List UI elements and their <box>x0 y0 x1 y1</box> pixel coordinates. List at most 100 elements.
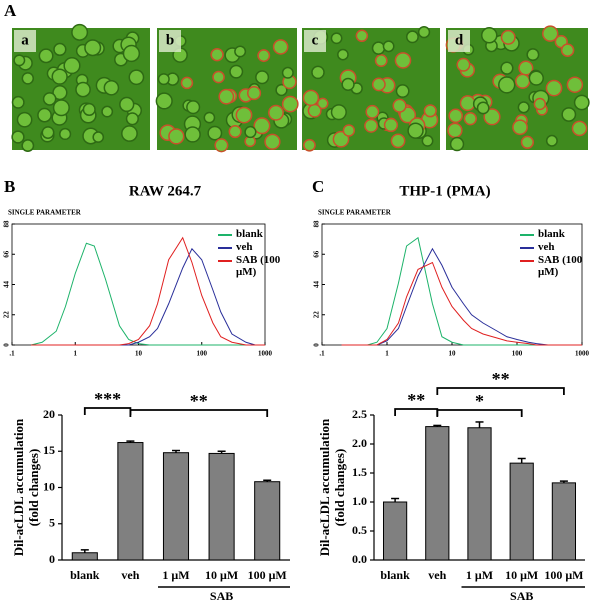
cell <box>545 134 558 147</box>
cell <box>11 130 25 144</box>
y-tick-label: 0 <box>49 552 55 566</box>
x-tick-label: 100 μM <box>544 568 583 582</box>
cell <box>337 48 349 61</box>
image-label-bg <box>448 30 470 52</box>
cell <box>303 138 316 152</box>
significance-label: ** <box>407 390 425 410</box>
cell <box>157 73 170 86</box>
legend-label: blank <box>538 228 565 240</box>
bar <box>509 462 534 561</box>
y-tick-label: 44 <box>313 281 321 289</box>
cell <box>332 130 350 148</box>
cell <box>382 40 395 53</box>
x-tick-label: 1000 <box>258 350 273 358</box>
cell <box>395 84 410 98</box>
cell <box>125 112 139 126</box>
y-tick-label: 15 <box>43 443 55 457</box>
cell <box>480 26 498 44</box>
cell <box>355 29 369 43</box>
significance-label: * <box>475 391 484 411</box>
error-bar <box>263 479 272 482</box>
error-bar <box>80 549 89 553</box>
cell <box>571 120 588 137</box>
cell <box>374 54 388 68</box>
cell <box>212 70 225 84</box>
cell <box>423 104 437 118</box>
cell <box>82 102 96 116</box>
subtitle: SINGLE PARAMETER <box>8 209 82 217</box>
cell <box>449 136 465 152</box>
cell <box>11 95 25 109</box>
cell <box>421 134 434 147</box>
cell <box>16 111 33 128</box>
cell <box>168 128 185 145</box>
panel-label: B <box>4 177 15 196</box>
chart-title: RAW 264.7 <box>129 183 202 199</box>
cell <box>447 122 463 139</box>
cell <box>103 79 120 96</box>
significance-label: *** <box>94 389 121 409</box>
cell <box>542 25 559 42</box>
histogram-line <box>341 261 582 346</box>
cell <box>342 124 356 137</box>
bar <box>254 481 281 561</box>
bar <box>71 552 98 561</box>
cell <box>37 107 52 123</box>
cell <box>214 138 229 153</box>
cell <box>42 92 57 106</box>
cell <box>59 127 72 141</box>
bar <box>551 482 577 561</box>
y-tick-label: 88 <box>313 220 321 228</box>
legend-label: blank <box>236 228 263 240</box>
cell <box>500 29 516 45</box>
cell <box>155 92 173 110</box>
image-label: c <box>312 32 319 48</box>
cell <box>383 117 399 133</box>
x-tick-label: veh <box>121 568 139 582</box>
y-axis-label: (fold changes) <box>26 449 41 527</box>
legend-entry: veh <box>218 241 284 253</box>
cell <box>520 135 535 149</box>
cell <box>121 125 138 142</box>
histogram-line <box>30 242 265 346</box>
legend-label: veh <box>236 241 253 253</box>
cell <box>84 39 102 57</box>
y-tick-label: 22 <box>3 311 11 319</box>
error-bar <box>126 440 135 443</box>
image-label: d <box>455 32 464 48</box>
bar <box>425 426 450 561</box>
cell <box>51 68 68 85</box>
cell <box>476 101 490 115</box>
cell <box>255 70 270 85</box>
cell <box>302 89 320 107</box>
x-tick-label: 1000 <box>575 350 590 358</box>
significance-bracket <box>436 409 523 417</box>
cell <box>184 126 201 143</box>
legend-entry: veh <box>520 241 586 253</box>
cell <box>281 66 294 79</box>
cell <box>128 69 145 86</box>
x-tick-label: 10 <box>449 350 457 358</box>
image-label: b <box>166 32 174 48</box>
cell <box>52 99 70 117</box>
error-bar <box>559 480 568 483</box>
image-label-bg <box>159 30 181 52</box>
significance-label: ** <box>492 369 510 389</box>
cell <box>498 76 516 94</box>
cell <box>526 48 540 62</box>
cell <box>41 126 55 140</box>
significance-label: ** <box>190 391 208 411</box>
legend-swatch <box>218 260 232 262</box>
x-tick-label: 1 μM <box>162 568 189 582</box>
cell <box>119 96 135 113</box>
legend-swatch <box>218 234 232 236</box>
error-bar <box>475 421 484 428</box>
cell <box>13 54 26 67</box>
legend-swatch <box>218 247 232 249</box>
error-bar <box>517 457 526 464</box>
y-tick-label: 1.5 <box>352 465 367 479</box>
cell <box>311 65 325 80</box>
y-tick-label: 2.0 <box>352 436 367 450</box>
y-tick-label: 0.0 <box>352 552 367 566</box>
cell <box>207 125 223 141</box>
